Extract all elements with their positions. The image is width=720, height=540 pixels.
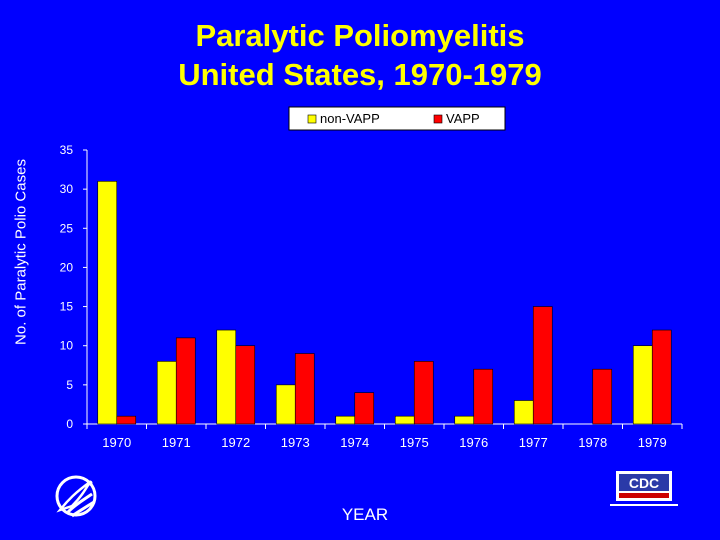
cdc-logo: CDC <box>610 471 678 506</box>
x-tick-label: 1973 <box>281 435 310 450</box>
bar-non-vapp-1977 <box>513 400 534 425</box>
chart-title: Paralytic Poliomyelitis <box>195 18 525 53</box>
bar-vapp-1974 <box>354 392 375 425</box>
bar-non-vapp-1975 <box>394 415 415 425</box>
bar-non-vapp-1971 <box>156 361 177 425</box>
chart-subtitle: United States, 1970-1979 <box>178 57 542 92</box>
legend-box <box>288 106 506 131</box>
bar-vapp-1972 <box>235 345 256 425</box>
x-tick-label: 1971 <box>162 435 191 450</box>
x-tick-label: 1970 <box>102 435 131 450</box>
y-tick-label: 10 <box>60 339 74 353</box>
bar-vapp-1975 <box>413 361 434 425</box>
x-tick-label: 1979 <box>638 435 667 450</box>
y-tick-label: 0 <box>66 417 73 431</box>
y-tick-label: 20 <box>60 260 74 274</box>
y-tick-label: 25 <box>60 221 74 235</box>
bar-vapp-1973 <box>294 353 315 425</box>
bar-non-vapp-1973 <box>275 384 296 425</box>
x-tick-label: 1972 <box>221 435 250 450</box>
x-tick-label: 1975 <box>400 435 429 450</box>
bar-non-vapp-1970 <box>97 181 118 425</box>
x-tick-label: 1974 <box>340 435 369 450</box>
bar-non-vapp-1976 <box>454 415 475 425</box>
legend-label-non-vapp: non-VAPP <box>320 111 380 126</box>
chart-title-block: Paralytic Poliomyelitis United States, 1… <box>0 16 720 94</box>
hhs-eagle-icon <box>55 475 97 518</box>
x-tick-label: 1978 <box>578 435 607 450</box>
legend-label-vapp: VAPP <box>446 111 480 126</box>
x-tick-label: 1976 <box>459 435 488 450</box>
legend-swatch-vapp <box>433 114 443 124</box>
y-tick-label: 35 <box>60 143 74 157</box>
bar-vapp-1976 <box>473 368 494 425</box>
cdc-logo-text: CDC <box>629 475 659 491</box>
y-tick-label: 15 <box>60 300 74 314</box>
x-axis-label: YEAR <box>341 505 389 524</box>
bar-non-vapp-1974 <box>335 415 356 425</box>
bar-vapp-1979 <box>651 329 672 425</box>
bar-vapp-1978 <box>592 368 613 425</box>
x-tick-label: 1977 <box>519 435 548 450</box>
bar-non-vapp-1972 <box>216 329 237 425</box>
y-tick-label: 30 <box>60 182 74 196</box>
bar-non-vapp-1979 <box>632 345 653 425</box>
bar-vapp-1971 <box>175 337 196 425</box>
bar-vapp-1977 <box>532 306 553 425</box>
bar-vapp-1970 <box>116 415 137 425</box>
y-tick-label: 5 <box>66 378 73 392</box>
legend-swatch-non-vapp <box>307 114 317 124</box>
